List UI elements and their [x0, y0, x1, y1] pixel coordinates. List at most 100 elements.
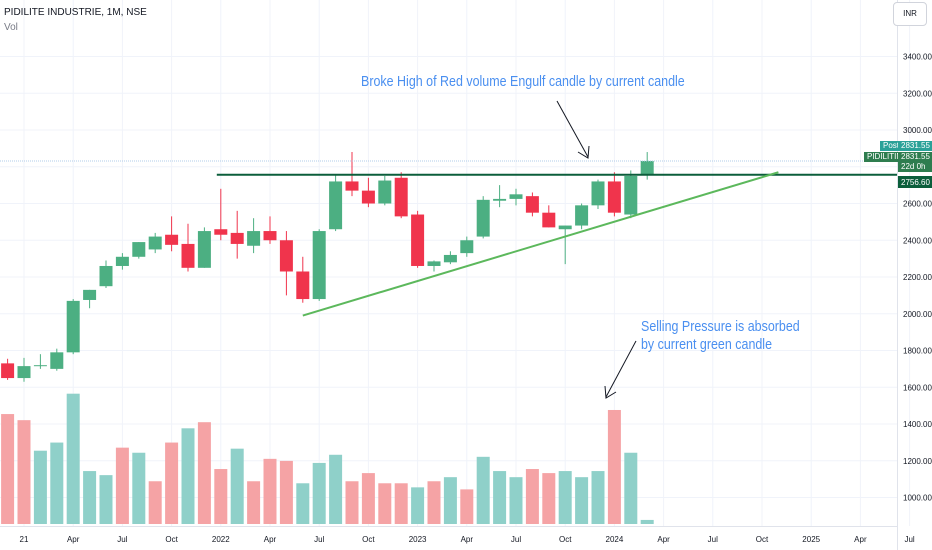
symbol-value-tag: 2831.55 — [901, 152, 930, 161]
currency-button[interactable]: INR — [893, 2, 927, 26]
volume-bar — [115, 447, 129, 524]
candle — [1, 363, 15, 379]
trendline — [302, 171, 779, 317]
symbol-label-tag-bg — [864, 152, 898, 162]
volume-label: Vol — [4, 22, 18, 33]
annotation-bottom-line2: by current green candle — [641, 337, 773, 353]
price-tick-label: 1200.00 — [903, 457, 932, 466]
time-tick-label: Oct — [362, 535, 375, 544]
time-tick-label: Apr — [657, 535, 670, 544]
volume-bar — [542, 473, 556, 524]
time-tick-label: Apr — [461, 535, 474, 544]
volume-bar — [263, 458, 277, 524]
volume-bar — [214, 469, 228, 524]
volume-bar — [427, 481, 441, 524]
candle — [66, 300, 80, 353]
price-tick-label: 3400.00 — [903, 53, 932, 62]
time-tick-label: Jul — [314, 535, 324, 544]
candle — [33, 365, 47, 367]
volume-bar — [476, 456, 490, 524]
volume-bar — [181, 428, 195, 524]
price-tick-label: 3000.00 — [903, 126, 932, 135]
candle — [181, 243, 195, 268]
arrow-bottom — [604, 340, 637, 399]
volume-bar — [165, 442, 179, 524]
time-tick-label: 21 — [20, 535, 29, 544]
time-tick-label: Jul — [117, 535, 127, 544]
time-tick-label: Jul — [708, 535, 718, 544]
price-axis: 1000.00 1200.00 1400.00 1600.00 1800.00 2000.… — [897, 0, 932, 550]
post-value-tag-bg — [898, 141, 932, 151]
volume-bar — [66, 393, 80, 524]
price-tick-label: 1600.00 — [903, 383, 932, 392]
time-tick-label: Oct — [559, 535, 572, 544]
time-tick-label: 2024 — [606, 535, 624, 544]
price-tick-label: 2600.00 — [903, 200, 932, 209]
time-tick-label: 2025 — [802, 535, 820, 544]
candle — [394, 177, 408, 217]
time-tick-label: Oct — [756, 535, 769, 544]
candle — [493, 198, 507, 201]
volume-bar — [624, 452, 638, 524]
price-tick-label: 1800.00 — [903, 347, 932, 356]
countdown-tag: 22d 0h — [901, 162, 925, 171]
candle — [591, 181, 605, 206]
time-tick-label: Apr — [264, 535, 277, 544]
time-tick-label: Apr — [854, 535, 867, 544]
candle — [476, 199, 490, 237]
candle — [509, 194, 523, 199]
symbol-label-tag: PIDILITIND — [867, 152, 908, 161]
volume-bar — [329, 454, 343, 524]
annotation-bottom: Selling Pressure is absorbed by current … — [641, 318, 800, 354]
volume-bar — [279, 460, 293, 524]
volume-bar — [411, 487, 425, 524]
candle — [378, 180, 392, 204]
volume-bar — [1, 414, 15, 524]
candle — [115, 256, 129, 266]
volume-bar — [17, 420, 31, 524]
candle — [197, 231, 211, 268]
candle — [263, 231, 277, 241]
volume-bar — [132, 452, 146, 524]
candle — [624, 175, 638, 215]
countdown-tag-bg — [898, 162, 932, 172]
candle — [214, 229, 228, 235]
post-label-tag: Post — [883, 141, 900, 150]
candle — [460, 240, 474, 254]
volume-bar — [575, 477, 589, 524]
price-tick-label: 1400.00 — [903, 420, 932, 429]
volume-bar — [378, 483, 392, 524]
time-tick-label: Apr — [67, 535, 80, 544]
resistance-value-tag: 2756.60 — [901, 178, 930, 187]
post-value-tag: 2831.55 — [901, 141, 930, 150]
volume-bar — [345, 481, 359, 524]
candle — [361, 190, 375, 204]
symbol-title: PIDILITE INDUSTRIE, 1M, NSE — [4, 7, 147, 18]
candle — [329, 181, 343, 230]
price-tick-label: 2000.00 — [903, 310, 932, 319]
volume-bar — [607, 409, 621, 524]
candle — [345, 181, 359, 191]
candle — [542, 212, 556, 228]
volume-bar — [83, 471, 97, 524]
candle — [607, 181, 621, 213]
candle — [230, 232, 244, 244]
candle — [99, 265, 113, 287]
volume-bar — [33, 450, 47, 524]
time-tick-label: Jul — [511, 535, 521, 544]
candle — [525, 196, 539, 213]
candle — [17, 366, 31, 379]
time-axis: 21 Apr Jul Oct 2022 Apr Jul Oct 2023 Apr Jul Oct 202… — [0, 526, 915, 544]
price-tick-label: 3200.00 — [903, 89, 932, 98]
candle — [427, 261, 441, 266]
volume-bar — [558, 471, 572, 524]
symbol-value-tag-bg — [898, 152, 932, 162]
volume-bar — [247, 481, 261, 524]
arrow-top — [556, 100, 590, 159]
candle — [279, 240, 293, 272]
candle — [443, 254, 457, 263]
resistance-value-tag-bg — [898, 176, 932, 188]
candle — [411, 214, 425, 266]
volume-bar — [460, 489, 474, 524]
